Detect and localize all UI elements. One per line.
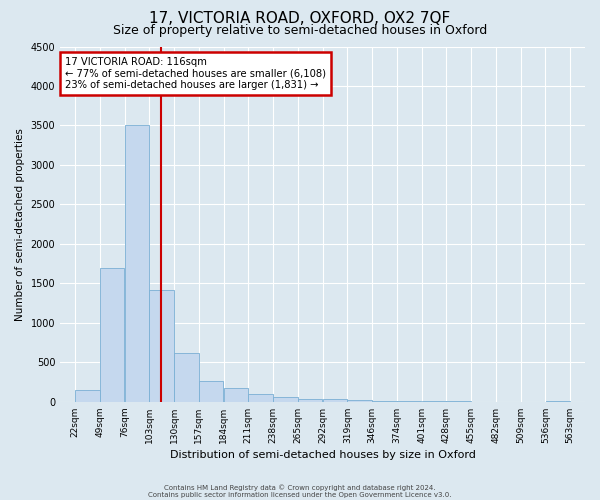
- Bar: [397, 401, 421, 402]
- Bar: [199, 380, 223, 402]
- Bar: [298, 398, 322, 402]
- Text: Contains public sector information licensed under the Open Government Licence v3: Contains public sector information licen…: [148, 492, 452, 498]
- Bar: [248, 394, 273, 402]
- X-axis label: Distribution of semi-detached houses by size in Oxford: Distribution of semi-detached houses by …: [170, 450, 476, 460]
- Bar: [174, 353, 199, 402]
- Bar: [273, 397, 298, 402]
- Bar: [422, 401, 446, 402]
- Bar: [125, 126, 149, 402]
- Bar: [149, 290, 174, 402]
- Y-axis label: Number of semi-detached properties: Number of semi-detached properties: [15, 128, 25, 320]
- Text: Contains HM Land Registry data © Crown copyright and database right 2024.: Contains HM Land Registry data © Crown c…: [164, 484, 436, 491]
- Text: Size of property relative to semi-detached houses in Oxford: Size of property relative to semi-detach…: [113, 24, 487, 37]
- Bar: [372, 400, 397, 402]
- Bar: [323, 400, 347, 402]
- Bar: [75, 390, 100, 402]
- Text: 17, VICTORIA ROAD, OXFORD, OX2 7QF: 17, VICTORIA ROAD, OXFORD, OX2 7QF: [149, 11, 451, 26]
- Bar: [100, 268, 124, 402]
- Bar: [224, 388, 248, 402]
- Text: 17 VICTORIA ROAD: 116sqm
← 77% of semi-detached houses are smaller (6,108)
23% o: 17 VICTORIA ROAD: 116sqm ← 77% of semi-d…: [65, 57, 326, 90]
- Bar: [347, 400, 372, 402]
